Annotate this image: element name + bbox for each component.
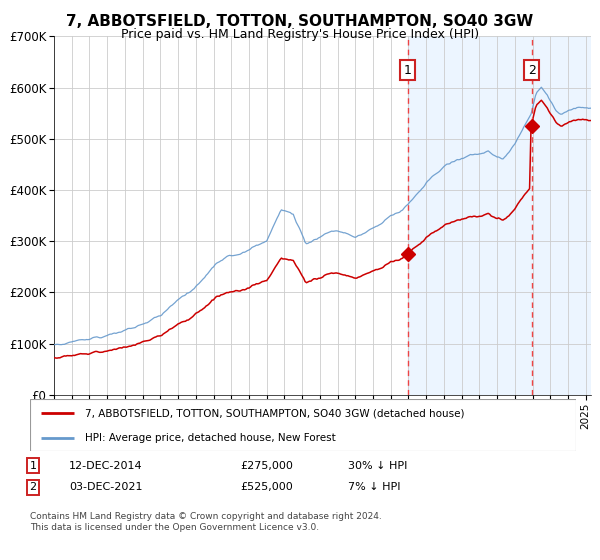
- FancyBboxPatch shape: [30, 399, 576, 451]
- Text: HPI: Average price, detached house, New Forest: HPI: Average price, detached house, New …: [85, 433, 335, 444]
- Text: 1: 1: [29, 461, 37, 471]
- Text: 7, ABBOTSFIELD, TOTTON, SOUTHAMPTON, SO40 3GW: 7, ABBOTSFIELD, TOTTON, SOUTHAMPTON, SO4…: [67, 14, 533, 29]
- Text: £525,000: £525,000: [240, 482, 293, 492]
- Text: 7, ABBOTSFIELD, TOTTON, SOUTHAMPTON, SO40 3GW (detached house): 7, ABBOTSFIELD, TOTTON, SOUTHAMPTON, SO4…: [85, 408, 464, 418]
- Text: Price paid vs. HM Land Registry's House Price Index (HPI): Price paid vs. HM Land Registry's House …: [121, 28, 479, 41]
- Bar: [407, 36, 600, 395]
- Text: 1: 1: [404, 64, 412, 77]
- Text: 03-DEC-2021: 03-DEC-2021: [69, 482, 143, 492]
- Text: 2: 2: [527, 64, 536, 77]
- Text: 7% ↓ HPI: 7% ↓ HPI: [348, 482, 401, 492]
- Text: Contains HM Land Registry data © Crown copyright and database right 2024.
This d: Contains HM Land Registry data © Crown c…: [30, 512, 382, 532]
- Text: 2: 2: [29, 482, 37, 492]
- Text: £275,000: £275,000: [240, 461, 293, 471]
- Text: 30% ↓ HPI: 30% ↓ HPI: [348, 461, 407, 471]
- Text: 12-DEC-2014: 12-DEC-2014: [69, 461, 143, 471]
